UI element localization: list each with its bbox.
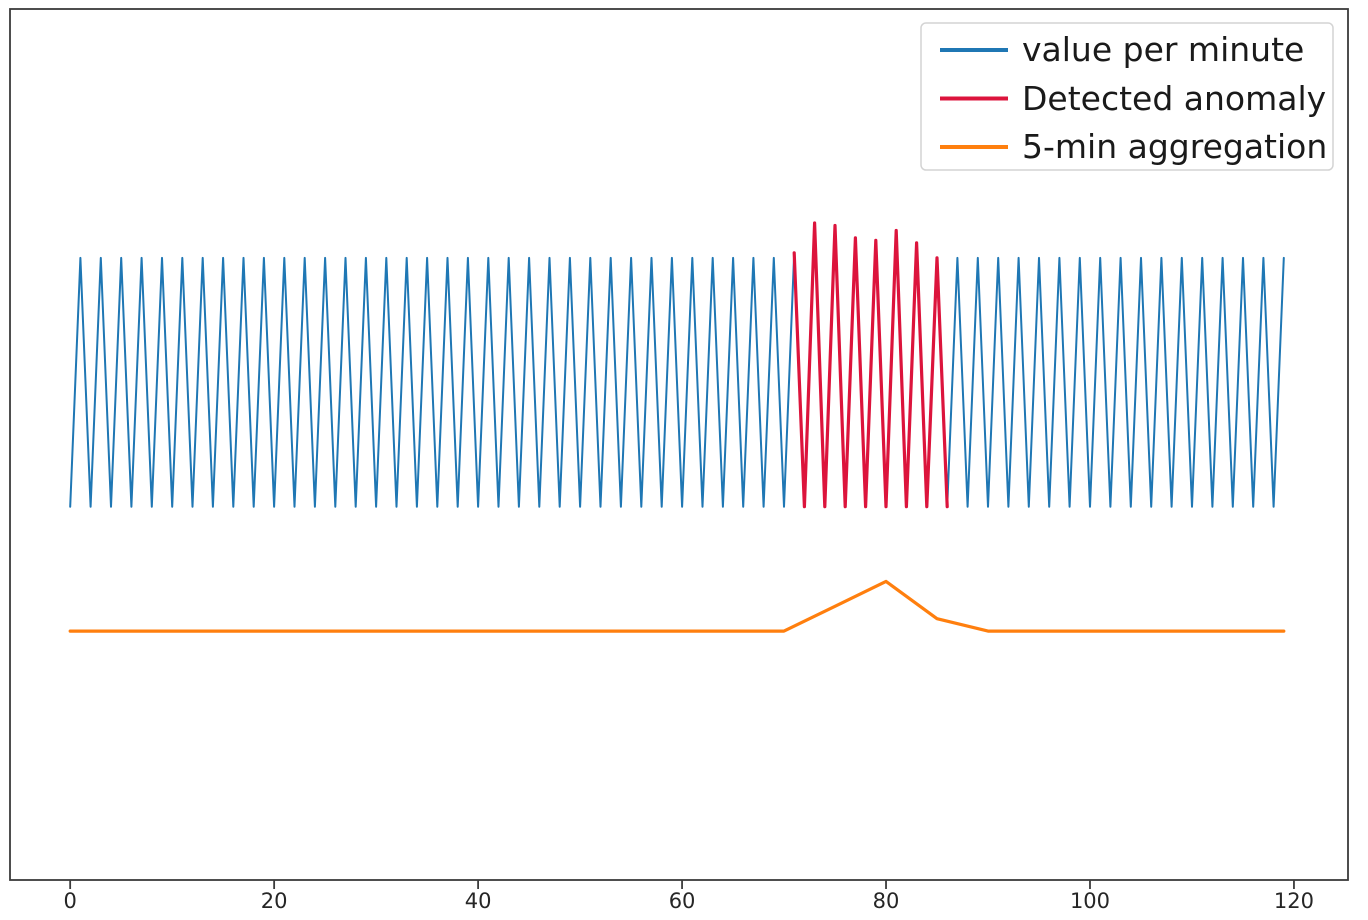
x-tick-label: 80 bbox=[873, 889, 900, 913]
series-5-min-aggregation bbox=[68, 579, 1286, 633]
x-tick-label: 40 bbox=[465, 889, 492, 913]
axes-spines bbox=[9, 8, 1349, 881]
x-tick-label: 20 bbox=[261, 889, 288, 913]
series-value-per-minute bbox=[69, 222, 1285, 508]
legend-label-5-min-aggregation: 5-min aggregation bbox=[1022, 127, 1327, 166]
x-tick-label: 100 bbox=[1070, 889, 1110, 913]
legend-label-value-per-minute: value per minute bbox=[1022, 30, 1304, 69]
legend-entry-5-min-aggregation: 5-min aggregation bbox=[940, 127, 1327, 166]
x-tick-label: 0 bbox=[63, 889, 76, 913]
series-layer bbox=[68, 221, 1286, 633]
x-axis: 0 20 40 60 80 100 120 bbox=[63, 880, 1314, 913]
legend-entry-value-per-minute: value per minute bbox=[940, 30, 1304, 69]
legend: value per minute Detected anomaly 5-min … bbox=[920, 22, 1334, 171]
legend-box bbox=[920, 22, 1334, 171]
x-tick-label: 120 bbox=[1274, 889, 1314, 913]
x-tick-label: 60 bbox=[669, 889, 696, 913]
series-detected-anomaly bbox=[792, 221, 949, 509]
legend-label-detected-anomaly: Detected anomaly bbox=[1022, 79, 1326, 118]
legend-entry-detected-anomaly: Detected anomaly bbox=[940, 79, 1326, 118]
